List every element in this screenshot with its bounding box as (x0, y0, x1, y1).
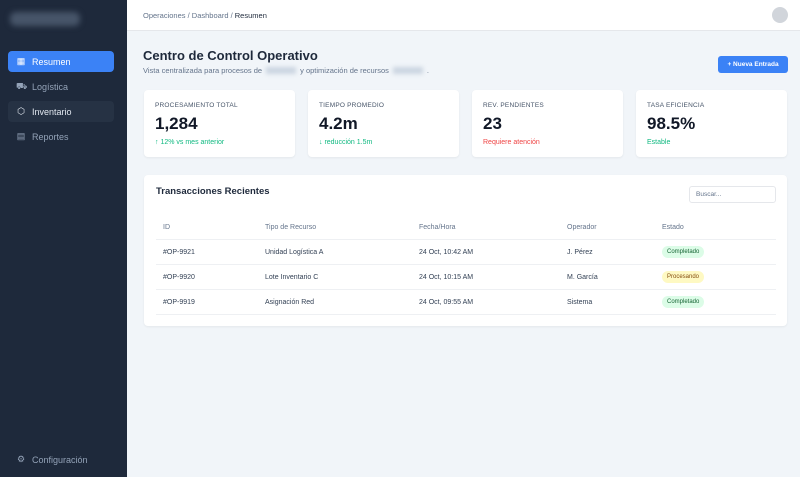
stat-note: Estable (647, 139, 671, 146)
redacted-text (266, 67, 297, 74)
box-icon: ⬡ (17, 106, 25, 116)
table-cell: #OP-9921 (163, 249, 195, 256)
stat-label: TIEMPO PROMEDIO (319, 102, 385, 109)
stat-card: TIEMPO PROMEDIO 4.2m ↓ reducción 1.5m (308, 90, 459, 157)
status-badge: Procesando (662, 271, 705, 283)
sidebar-item-configuracion[interactable]: ⚙ Configuración (16, 454, 88, 465)
table-cell: #OP-9920 (163, 274, 195, 281)
sidebar-item-inventario[interactable]: ⬡ Inventario (8, 101, 114, 122)
column-header[interactable]: ID (163, 224, 170, 231)
avatar[interactable] (772, 7, 788, 23)
stat-label: PROCESAMIENTO TOTAL (155, 102, 238, 109)
table-cell: Sistema (567, 299, 593, 306)
stat-card: TASA EFICIENCIA 98.5% Estable (636, 90, 787, 157)
table-cell: Unidad Logística A (265, 249, 324, 256)
page-subtitle: Vista centralizada para procesos de y opt… (143, 66, 429, 75)
new-entry-button[interactable]: + Nueva Entrada (718, 56, 788, 73)
breadcrumb-dashboard[interactable]: Dashboard (191, 11, 229, 20)
sidebar-item-reportes[interactable]: ▤ Reportes (16, 131, 69, 142)
sidebar: ▦ Resumen ⛟ Logística ⬡ Inventario ▤ Reporte… (0, 0, 127, 477)
table-cell: 24 Oct, 10:42 AM (419, 249, 474, 256)
truck-icon: ⛟ (16, 80, 28, 91)
breadcrumb-current: Resumen (234, 11, 267, 20)
table-cell: Asignación Red (265, 299, 315, 306)
column-header[interactable]: Tipo de Recurso (265, 224, 317, 231)
column-header[interactable]: Operador (567, 224, 597, 231)
column-header[interactable]: Fecha/Hora (419, 224, 456, 231)
stat-value: 4.2m (319, 114, 358, 133)
stat-value: 23 (483, 114, 502, 133)
logo (10, 12, 80, 26)
table-cell: Lote Inventario C (265, 274, 319, 281)
sidebar-item-logistica[interactable]: ⛟ Logística (16, 80, 69, 92)
table-cell: 24 Oct, 10:15 AM (419, 274, 474, 281)
search-input[interactable] (689, 186, 776, 203)
file-icon: ▤ (16, 131, 26, 141)
redacted-text (392, 67, 423, 74)
top-bar: Operaciones / Dashboard / Resumen (127, 0, 800, 31)
stat-card: PROCESAMIENTO TOTAL 1,284 ↑ 12% vs mes ant… (144, 90, 295, 157)
breadcrumb-operaciones[interactable]: Operaciones (143, 11, 186, 20)
gear-icon: ⚙ (16, 454, 26, 464)
stat-note: ↓ reducción 1.5m (319, 139, 373, 146)
table-title: Transacciones Recientes (156, 186, 270, 197)
sidebar-item-resumen[interactable]: ▦ Resumen (8, 51, 114, 72)
stat-label: TASA EFICIENCIA (647, 102, 705, 109)
table-cell: M. García (567, 274, 598, 281)
stat-card: REV. PENDIENTES 23 Requiere atención (472, 90, 623, 157)
transactions-card: Transacciones Recientes ID Tipo de Recurs… (144, 175, 787, 326)
table-row[interactable]: #OP-9920 Lote Inventario C 24 Oct, 10:15 A… (156, 265, 776, 290)
table-cell: J. Pérez (567, 249, 593, 256)
stat-note: Requiere atención (483, 139, 540, 146)
page-title: Centro de Control Operativo (143, 48, 318, 63)
stat-value: 98.5% (647, 114, 696, 133)
grid-icon: ▦ (16, 56, 26, 66)
table-cell: #OP-9919 (163, 299, 195, 306)
table-row[interactable]: #OP-9919 Asignación Red 24 Oct, 09:55 AM Si… (156, 290, 776, 315)
breadcrumb: Operaciones / Dashboard / Resumen (143, 11, 267, 20)
table-cell: 24 Oct, 09:55 AM (419, 299, 474, 306)
table-row[interactable]: #OP-9921 Unidad Logística A 24 Oct, 10:42 … (156, 240, 776, 265)
status-badge: Completado (662, 246, 705, 258)
status-badge: Completado (662, 296, 705, 308)
stat-label: REV. PENDIENTES (483, 102, 544, 109)
stat-note: ↑ 12% vs mes anterior (155, 139, 225, 146)
stat-value: 1,284 (155, 114, 198, 133)
table-header: ID Tipo de Recurso Fecha/Hora Operador Estad… (156, 215, 776, 240)
column-header[interactable]: Estado (662, 224, 684, 231)
